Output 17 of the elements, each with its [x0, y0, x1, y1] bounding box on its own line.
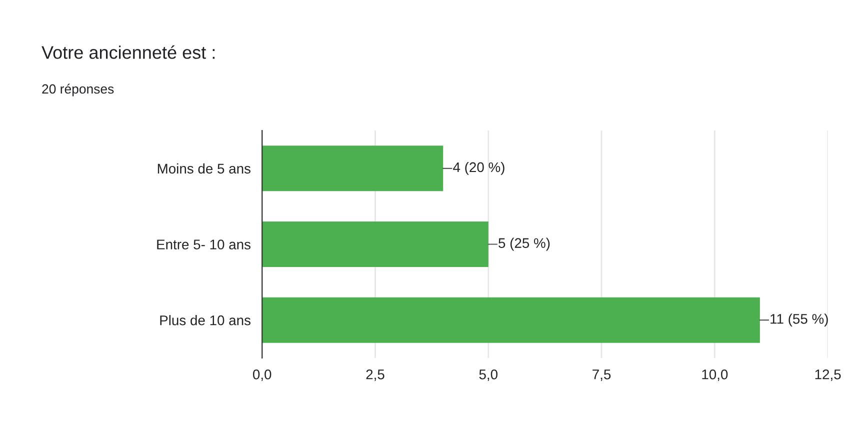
bar — [262, 222, 488, 268]
x-tick-label: 7,5 — [592, 370, 611, 381]
y-tick-label: Moins de 5 ans — [158, 163, 250, 174]
bar — [262, 146, 444, 192]
chart-title: Votre ancienneté est : — [42, 45, 215, 59]
y-tick-label: Entre 5- 10 ans — [157, 240, 250, 250]
data-label: 11 (55 %) — [770, 314, 828, 327]
x-tick-label: 5,0 — [479, 369, 498, 381]
bar — [262, 297, 760, 343]
text: 20 réponses — [42, 84, 114, 96]
x-tick-label: 0,0 — [252, 369, 272, 381]
x-tick-label: 2,5 — [366, 369, 384, 381]
x-tick-label: 12,5 — [815, 369, 841, 381]
y-tick-label: Plus de 10 ans — [160, 315, 250, 326]
x-tick-label: 10,0 — [702, 369, 728, 381]
data-label: 5 (25 %) — [498, 238, 550, 251]
data-label: 4 (20 %) — [453, 162, 504, 175]
